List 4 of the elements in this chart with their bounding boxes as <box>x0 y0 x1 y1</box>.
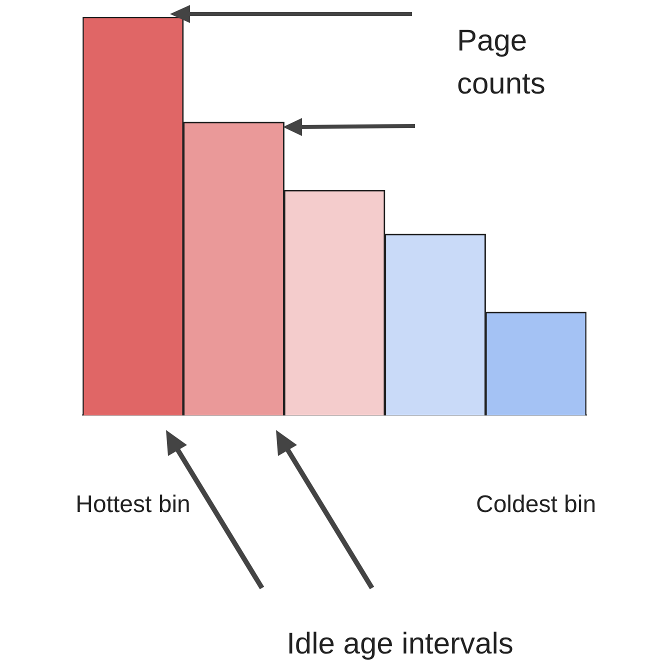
x-tick-label: Coldest bin <box>476 491 596 518</box>
annotation: Page counts <box>457 24 546 100</box>
text: Idle age intervals <box>286 627 514 660</box>
x-tick-label: Hottest bin <box>76 491 190 518</box>
